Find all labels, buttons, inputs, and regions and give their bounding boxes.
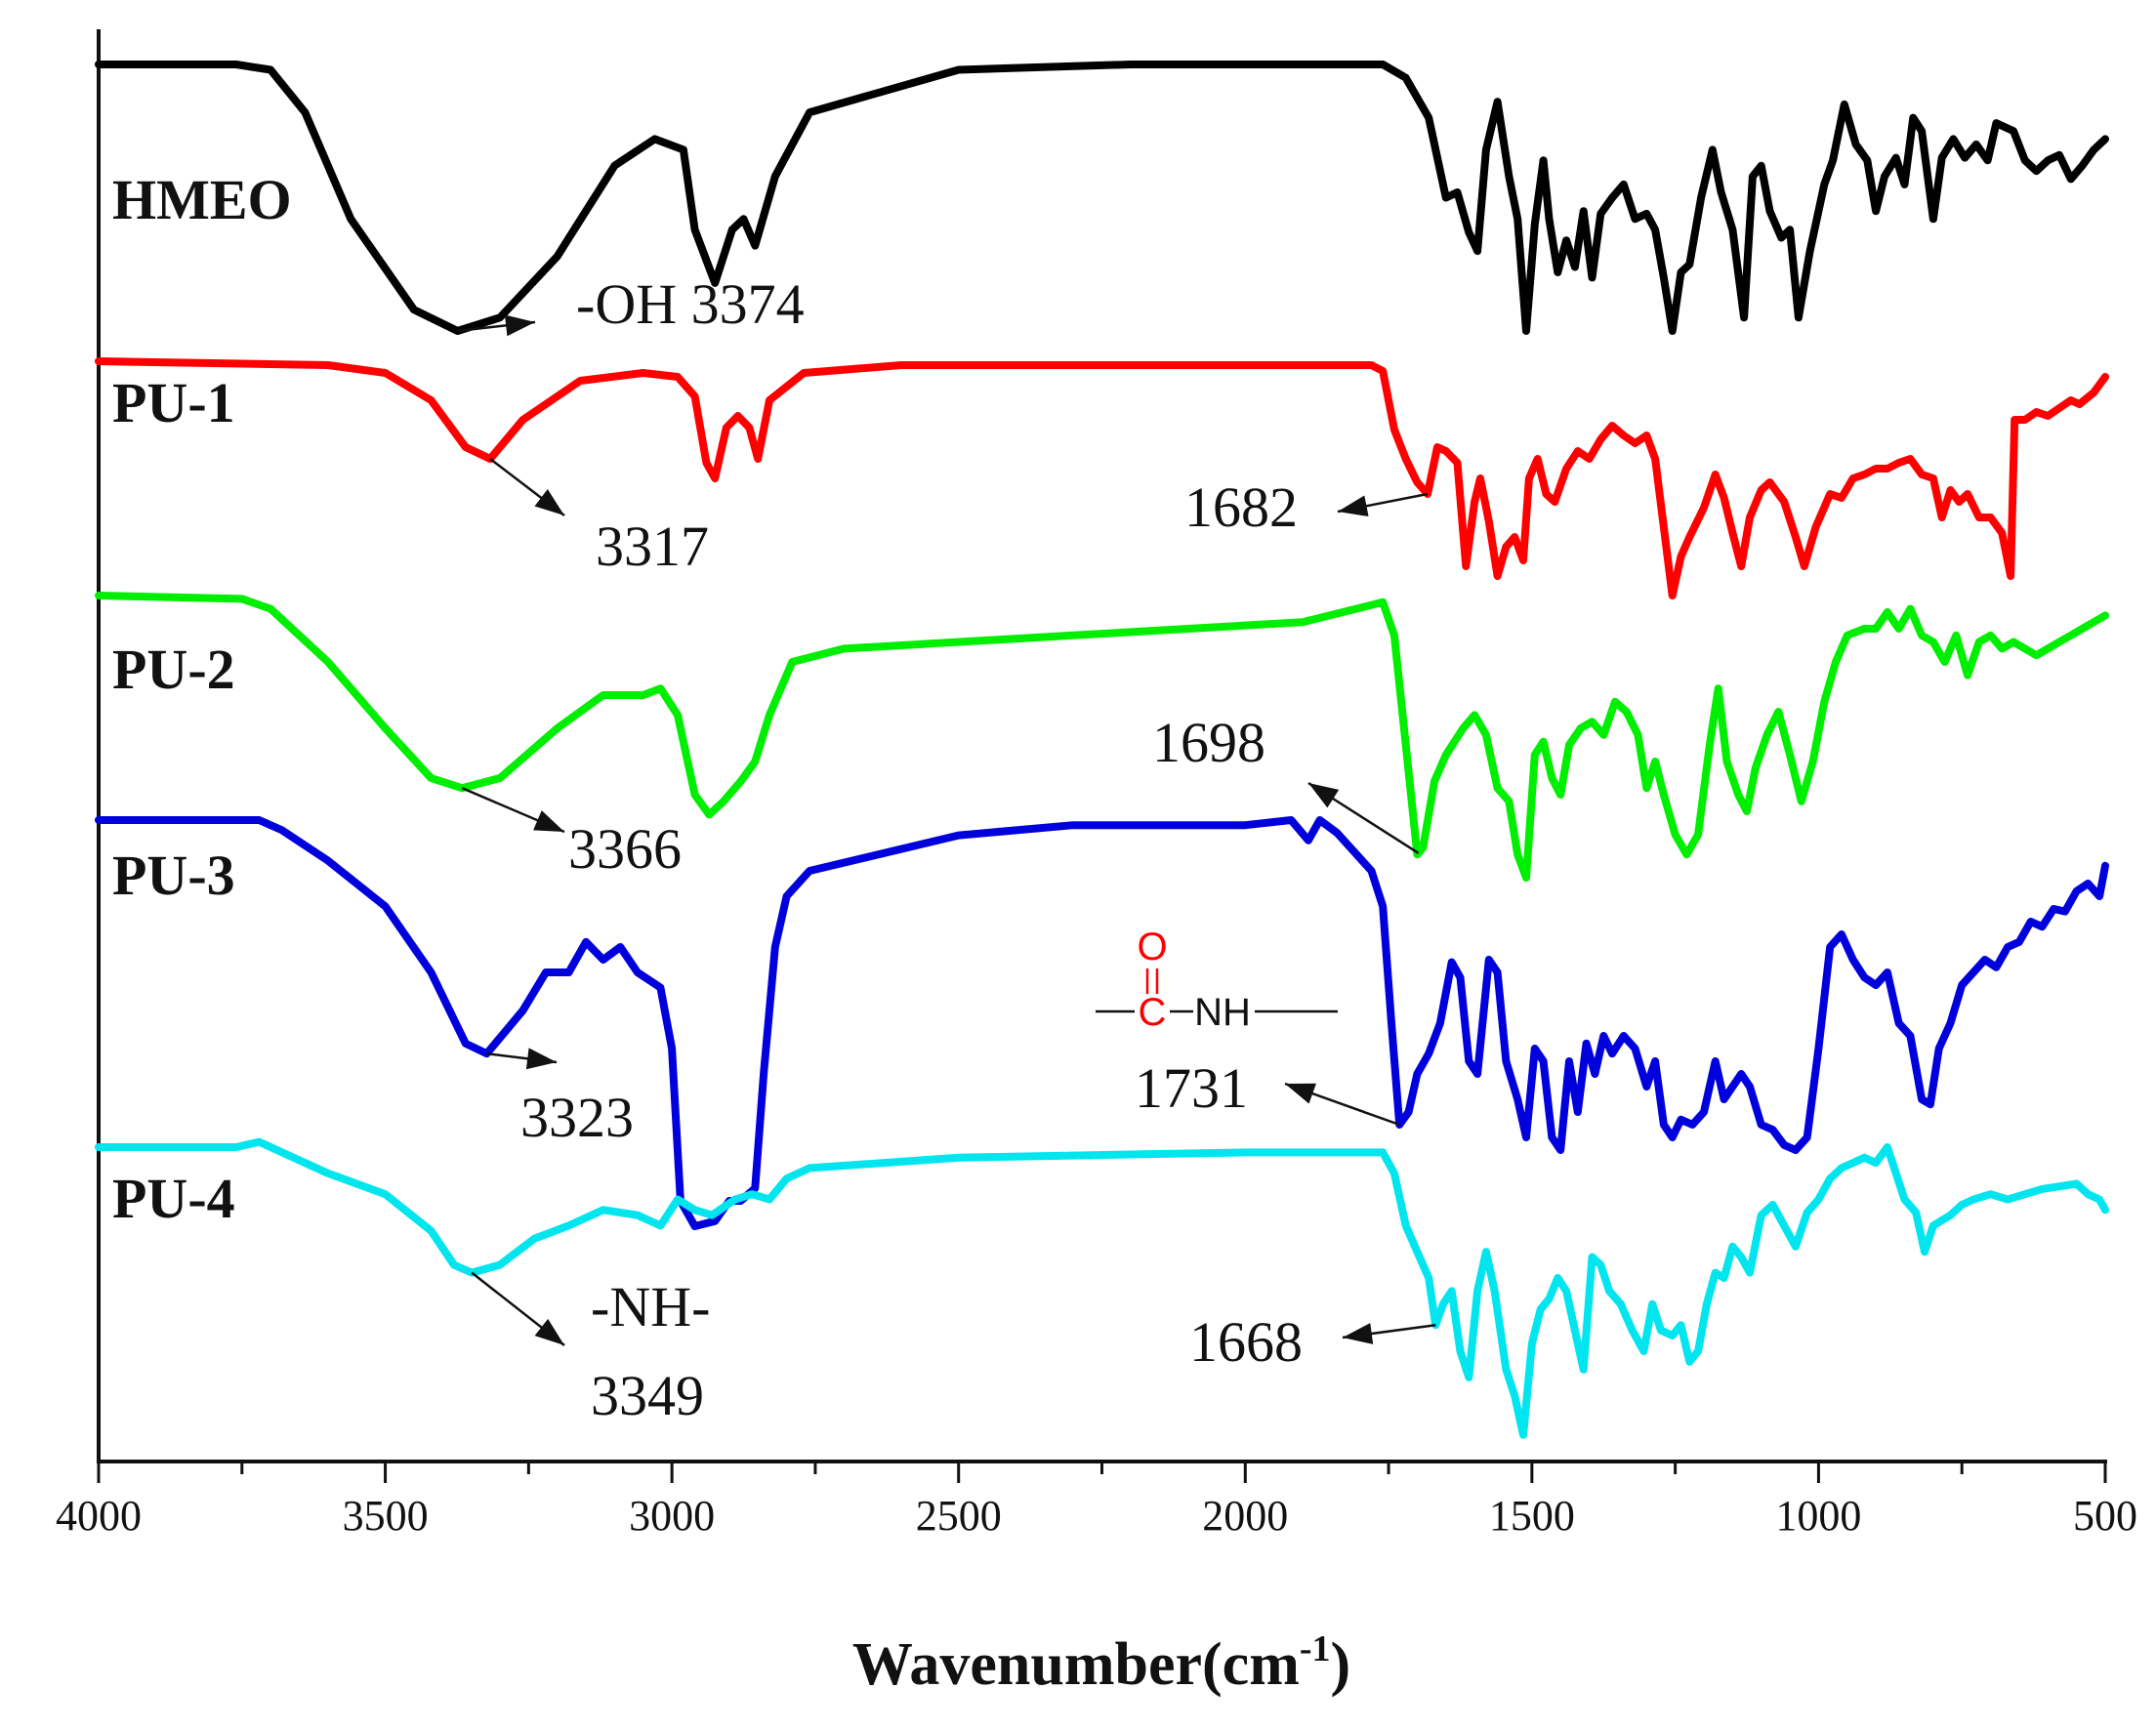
arrow-3366: [461, 787, 565, 834]
x-tick-label-1500: 1500: [1489, 1492, 1575, 1540]
annotation-3323: 3323: [520, 1086, 634, 1149]
annotation-3366: 3366: [568, 817, 682, 881]
arrow-1731: [1284, 1082, 1400, 1127]
arrow-3349: [471, 1271, 565, 1346]
annotation-1682: 1682: [1184, 475, 1298, 539]
series-label-pu3: PU-3: [112, 844, 235, 907]
x-tick-label-4000: 4000: [56, 1492, 142, 1540]
annotation-nh: -NH-: [591, 1275, 710, 1339]
structure-carbon: C: [1139, 991, 1167, 1034]
annotation-oh-3374: -OH 3374: [576, 272, 805, 336]
series-line-pu-4: [95, 1137, 2109, 1439]
annotation-arrows: [457, 314, 1436, 1346]
x-tick-label-1000: 1000: [1775, 1492, 1861, 1540]
arrow-oh-3374: [457, 314, 536, 337]
arrow-1668: [1342, 1323, 1436, 1344]
series-line-pu-1: [95, 357, 2109, 599]
series-line-hmeo: [95, 61, 2109, 335]
series-label-pu1: PU-1: [112, 371, 235, 434]
annotation-3349: 3349: [591, 1364, 704, 1427]
arrow-3317: [489, 458, 565, 516]
amide-structure: O C NH: [1096, 926, 1338, 1034]
x-tick-label-2000: 2000: [1202, 1492, 1288, 1540]
x-tick-label-3000: 3000: [629, 1492, 715, 1540]
series-label-pu2: PU-2: [112, 638, 235, 701]
annotation-1698: 1698: [1152, 711, 1265, 774]
x-axis-title: Wavenumber(cm-1): [852, 1628, 1350, 1698]
x-tick-label-500: 500: [2073, 1492, 2137, 1540]
series-lines: [95, 61, 2109, 1439]
annotation-3317: 3317: [596, 515, 709, 578]
arrow-1682: [1337, 492, 1429, 517]
arrow-3323: [486, 1048, 558, 1070]
annotation-1668-label: 1668: [1189, 1310, 1303, 1374]
x-ticks: 4000 3500 3000 2500 2000 1500 1000 500: [56, 1462, 2137, 1540]
x-axis-title-sup: -1: [1300, 1628, 1331, 1669]
annotation-1731: 1731: [1135, 1056, 1248, 1120]
arrow-1698: [1307, 781, 1420, 854]
x-tick-label-3500: 3500: [343, 1492, 429, 1540]
series-line-pu-3: [95, 816, 2109, 1230]
structure-oxygen: O: [1137, 926, 1167, 968]
x-axis-title-main: Wavenumber(cm: [852, 1631, 1300, 1698]
series-line-pu-2: [95, 592, 2109, 882]
structure-nh: NH: [1194, 991, 1251, 1034]
series-label-hmeo: HMEO: [112, 168, 292, 231]
x-tick-label-2500: 2500: [916, 1492, 1002, 1540]
x-axis-title-close: ): [1331, 1631, 1351, 1698]
series-label-pu4: PU-4: [112, 1167, 235, 1230]
